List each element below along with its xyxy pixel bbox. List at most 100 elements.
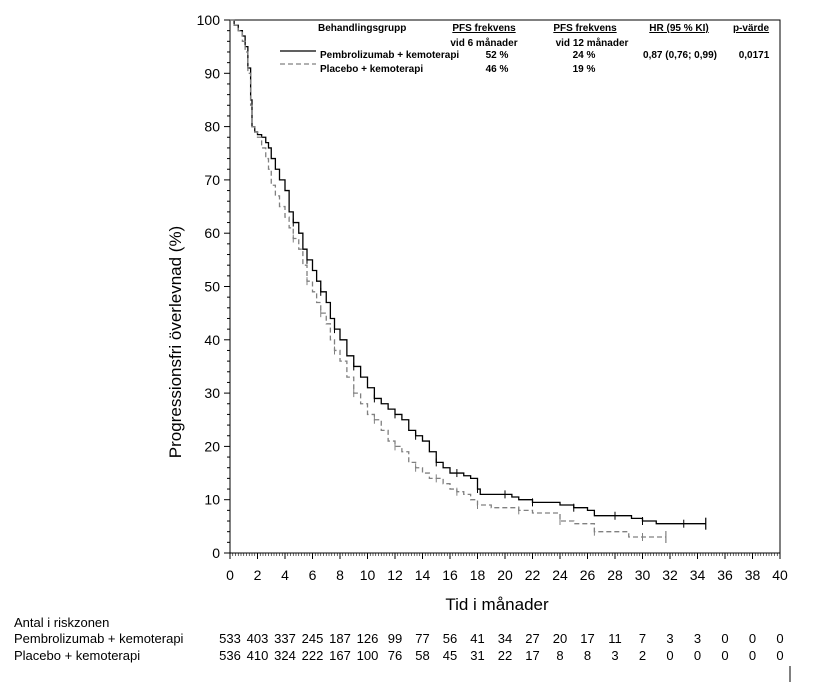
x-tick-label: 16	[442, 567, 458, 583]
risk-row-label-pembro: Pembrolizumab + kemoterapi	[14, 631, 184, 646]
risk-count-pembro: 533	[219, 631, 241, 646]
legend-header-p: p-värde	[733, 23, 770, 34]
series-placebo-curve	[230, 19, 666, 538]
risk-count-pembro: 126	[357, 631, 379, 646]
x-tick-label: 24	[552, 567, 568, 583]
y-tick-label: 10	[204, 492, 220, 508]
risk-count-pembro: 7	[639, 631, 646, 646]
risk-table: Antal i riskzonen Pembrolizumab + kemote…	[14, 615, 784, 663]
risk-count-pembro: 27	[525, 631, 539, 646]
risk-count-pembro: 337	[274, 631, 296, 646]
risk-count-pembro: 77	[415, 631, 429, 646]
legend-header-pfs12-line2: vid 12 månader	[556, 37, 629, 49]
risk-count-pembro: 99	[388, 631, 402, 646]
risk-count-placebo: 167	[329, 648, 351, 663]
risk-count-placebo: 17	[525, 648, 539, 663]
y-tick-label: 50	[204, 279, 220, 295]
x-tick-label: 2	[254, 567, 262, 583]
risk-count-pembro: 11	[608, 631, 622, 646]
y-tick-label: 0	[212, 545, 220, 561]
legend-row-placebo-pfs6: 46 %	[486, 64, 509, 75]
y-tick-label: 30	[204, 385, 220, 401]
legend-header-group: Behandlingsgrupp	[318, 23, 406, 34]
legend: Behandlingsgrupp PFS frekvens vid 6 måna…	[280, 23, 770, 75]
x-tick-label: 0	[226, 567, 234, 583]
risk-count-placebo: 58	[415, 648, 429, 663]
series-pembro-curve	[230, 19, 706, 525]
risk-count-pembro: 245	[302, 631, 324, 646]
survival-curves	[230, 19, 707, 544]
risk-count-placebo: 22	[498, 648, 512, 663]
legend-row-placebo-name: Placebo + kemoterapi	[320, 64, 423, 75]
x-tick-label: 20	[497, 567, 513, 583]
y-tick-label: 80	[204, 119, 220, 135]
risk-count-placebo: 76	[388, 648, 402, 663]
x-tick-label: 34	[690, 567, 706, 583]
legend-row-pembro-pfs6: 52 %	[486, 50, 509, 61]
risk-count-pembro: 0	[749, 631, 756, 646]
y-tick-label: 90	[204, 65, 220, 81]
risk-count-placebo: 100	[357, 648, 379, 663]
risk-count-placebo: 8	[556, 648, 563, 663]
legend-header-pfs12-line1: PFS frekvens	[553, 23, 617, 34]
y-axis-title: Progressionsfri överlevnad (%)	[166, 226, 185, 458]
risk-count-pembro: 3	[694, 631, 701, 646]
risk-count-pembro: 403	[247, 631, 269, 646]
legend-header-pfs6-line2: vid 6 månader	[450, 37, 517, 49]
x-tick-label: 10	[360, 567, 376, 583]
risk-count-placebo: 536	[219, 648, 241, 663]
x-tick-label: 30	[635, 567, 651, 583]
legend-row-pembro-hr: 0,87 (0,76; 0,99)	[643, 50, 717, 61]
risk-count-placebo: 222	[302, 648, 324, 663]
risk-count-placebo: 8	[584, 648, 591, 663]
risk-count-placebo: 0	[721, 648, 728, 663]
risk-count-placebo: 31	[470, 648, 484, 663]
risk-count-placebo: 0	[776, 648, 783, 663]
x-tick-label: 8	[336, 567, 344, 583]
risk-count-pembro: 0	[721, 631, 728, 646]
risk-count-placebo: 410	[247, 648, 269, 663]
x-tick-label: 12	[387, 567, 403, 583]
y-tick-label: 20	[204, 438, 220, 454]
risk-count-placebo: 0	[749, 648, 756, 663]
x-tick-label: 32	[662, 567, 678, 583]
risk-count-placebo: 3	[611, 648, 618, 663]
risk-count-pembro: 17	[580, 631, 594, 646]
x-tick-label: 18	[470, 567, 486, 583]
risk-count-placebo: 0	[694, 648, 701, 663]
risk-row-label-placebo: Placebo + kemoterapi	[14, 648, 140, 663]
risk-count-placebo: 2	[639, 648, 646, 663]
x-tick-label: 28	[607, 567, 623, 583]
y-tick-label: 70	[204, 172, 220, 188]
risk-count-pembro: 187	[329, 631, 351, 646]
x-tick-label: 4	[281, 567, 289, 583]
x-tick-label: 6	[309, 567, 317, 583]
x-tick-label: 38	[745, 567, 761, 583]
risk-count-pembro: 34	[498, 631, 512, 646]
y-tick-label: 100	[197, 12, 221, 28]
y-tick-label: 60	[204, 225, 220, 241]
y-tick-label: 40	[204, 332, 220, 348]
legend-row-pembro-name: Pembrolizumab + kemoterapi	[320, 50, 459, 61]
risk-count-pembro: 3	[666, 631, 673, 646]
risk-count-placebo: 0	[666, 648, 673, 663]
x-tick-label: 22	[525, 567, 541, 583]
x-axis-title: Tid i månader	[445, 595, 549, 614]
risk-count-pembro: 0	[776, 631, 783, 646]
legend-row-pembro-pfs12: 24 %	[573, 50, 596, 61]
risk-count-pembro: 56	[443, 631, 457, 646]
legend-row-pembro-p: 0,0171	[739, 50, 770, 61]
x-tick-label: 14	[415, 567, 431, 583]
x-tick-label: 40	[772, 567, 788, 583]
risk-count-pembro: 41	[470, 631, 484, 646]
risk-count-placebo: 324	[274, 648, 296, 663]
legend-row-placebo-pfs12: 19 %	[573, 64, 596, 75]
risk-count-placebo: 45	[443, 648, 457, 663]
x-tick-label: 26	[580, 567, 596, 583]
x-tick-label: 36	[717, 567, 733, 583]
risk-table-title: Antal i riskzonen	[14, 615, 109, 630]
risk-count-pembro: 20	[553, 631, 567, 646]
legend-header-hr: HR (95 % KI)	[649, 23, 708, 34]
